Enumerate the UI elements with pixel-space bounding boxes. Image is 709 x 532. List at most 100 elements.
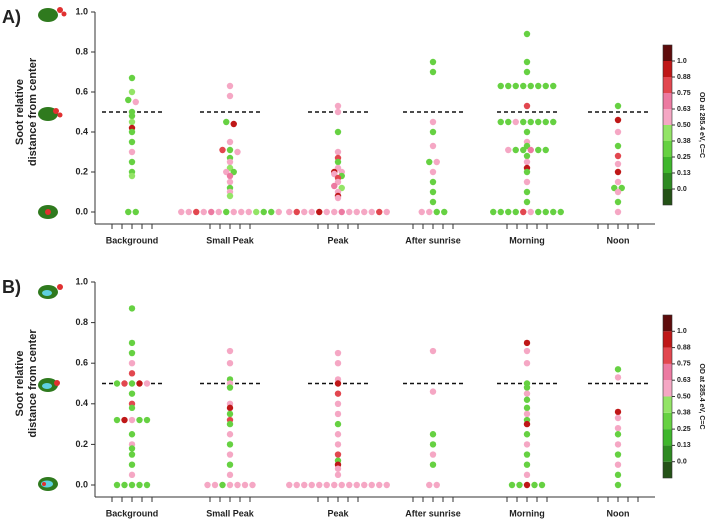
data-point <box>121 481 128 489</box>
data-point <box>614 188 622 196</box>
data-point <box>128 138 136 146</box>
data-point <box>226 92 234 100</box>
data-point <box>512 118 519 126</box>
data-point <box>334 158 342 166</box>
x-tick-label: Noon <box>607 508 630 518</box>
y-tick-label: 0.6 <box>75 86 88 96</box>
data-point <box>614 471 622 479</box>
data-point <box>614 431 622 438</box>
data-point <box>353 208 360 216</box>
data-point <box>527 82 534 90</box>
data-point <box>219 481 226 489</box>
colorbar-band <box>663 331 672 348</box>
data-point <box>505 82 512 90</box>
colorbar-tick-label: 0.63 <box>677 106 691 113</box>
data-point <box>523 431 531 438</box>
data-point <box>527 118 534 126</box>
data-point <box>527 208 534 216</box>
data-point <box>334 451 342 458</box>
data-point <box>334 465 342 472</box>
data-point <box>429 68 437 76</box>
data-point <box>497 208 504 216</box>
data-point <box>323 481 330 489</box>
y-axis-label: Soot relativedistance from center <box>14 329 39 438</box>
colorbar-band <box>663 347 672 364</box>
data-point <box>512 82 519 90</box>
data-point <box>512 146 519 154</box>
data-point <box>418 208 425 216</box>
data-point <box>523 404 531 412</box>
data-point <box>523 384 531 391</box>
data-point <box>132 208 139 216</box>
data-point <box>523 58 531 66</box>
colorbar-tick-label: 0.38 <box>677 410 691 417</box>
data-point <box>429 128 437 136</box>
data-point <box>113 380 121 387</box>
data-point <box>614 374 622 381</box>
data-point <box>433 481 440 489</box>
data-point <box>125 208 132 216</box>
colorbar-band <box>663 157 672 173</box>
data-point <box>614 366 622 373</box>
data-point <box>523 30 531 38</box>
data-point <box>614 451 622 458</box>
colorbar-tick-label: 0.25 <box>677 154 691 161</box>
data-point <box>208 208 215 216</box>
data-point <box>383 481 390 489</box>
data-point <box>512 208 519 216</box>
data-point <box>523 128 531 136</box>
panel-label: A) <box>2 7 21 27</box>
data-point <box>128 416 136 424</box>
colorbar-band <box>663 380 672 397</box>
data-point <box>268 208 275 216</box>
data-point <box>260 208 267 216</box>
data-point <box>523 390 531 397</box>
data-point <box>429 142 437 150</box>
data-point <box>128 148 136 156</box>
data-point <box>611 184 618 192</box>
colorbar-tick-label: 0.63 <box>677 377 691 384</box>
data-point <box>128 431 136 438</box>
colorbar-band <box>663 141 672 157</box>
icons <box>38 7 67 491</box>
data-point <box>136 380 143 387</box>
data-point <box>226 347 234 355</box>
data-point <box>125 96 132 104</box>
data-point <box>128 305 136 312</box>
data-point <box>334 164 342 172</box>
data-point <box>523 451 531 458</box>
data-point <box>542 82 549 90</box>
data-point <box>429 388 437 395</box>
data-point <box>308 208 315 216</box>
data-point <box>245 208 252 216</box>
data-point <box>128 370 136 377</box>
y-axis-label-line: Soot relative <box>14 350 26 416</box>
data-point <box>334 360 342 367</box>
data-point <box>293 208 300 216</box>
colorbar-tick-label: 0.88 <box>677 74 691 81</box>
data-point <box>523 102 531 110</box>
data-point <box>338 208 345 216</box>
colorbar-title: OD at 285.4 eV, C=C <box>698 363 705 429</box>
data-point <box>253 208 260 216</box>
data-point <box>275 208 282 216</box>
colorbar-tick-label: 0.88 <box>677 344 691 351</box>
data-point <box>128 461 136 468</box>
data-point <box>226 410 234 418</box>
data-point <box>614 408 622 416</box>
data-point <box>121 416 128 424</box>
data-point <box>136 416 143 424</box>
colorbar-tick-label: 0.25 <box>677 426 691 433</box>
data-point <box>538 481 546 489</box>
data-point <box>542 146 549 154</box>
data-point <box>331 481 338 489</box>
data-point <box>128 128 136 136</box>
data-point <box>505 146 512 154</box>
colorbar-band <box>663 61 672 77</box>
data-point <box>143 481 151 489</box>
data-point <box>286 481 293 489</box>
data-point <box>614 424 622 432</box>
data-point <box>429 441 437 448</box>
x-tick-label: Morning <box>509 508 545 518</box>
